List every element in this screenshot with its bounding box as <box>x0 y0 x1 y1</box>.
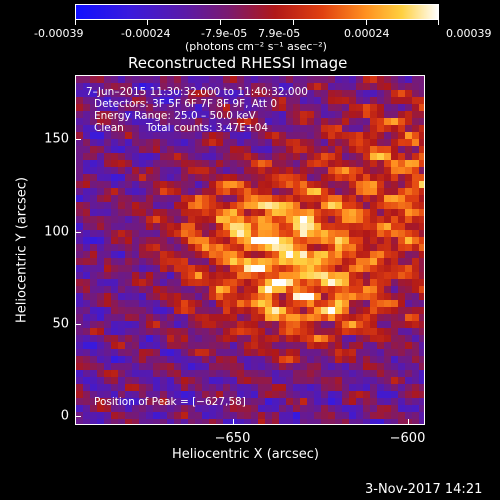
heatmap-plot-area: 7–Jun–2015 11:30:32.000 to 11:40:32.000 … <box>75 75 425 425</box>
colorbar-tick-label: -0.00039 <box>34 27 84 40</box>
colorbar-tick-label: -0.00024 <box>121 27 171 40</box>
colorbar-units-label: (photons cm⁻² s⁻¹ asec⁻²) <box>185 40 327 53</box>
chart-title: Reconstructed RHESSI Image <box>128 54 348 72</box>
x-tick <box>407 419 409 425</box>
plot-timestamp: 3-Nov-2017 14:21 <box>365 482 483 497</box>
method-annotation: Clean <box>94 122 124 134</box>
colorbar-tick <box>75 20 76 25</box>
y-tick-label: 50 <box>52 316 69 332</box>
colorbar-tick <box>366 20 367 25</box>
y-axis-label: Heliocentric Y (arcsec) <box>14 177 30 323</box>
colorbar-tick-label: 7.9e-05 <box>258 27 301 40</box>
y-tick <box>75 231 81 233</box>
colorbar-tick <box>293 20 294 25</box>
detectors-annotation: Detectors: 3F 5F 6F 7F 8F 9F, Att 0 <box>94 98 278 110</box>
colorbar-tick-label: 0.00039 <box>446 27 492 40</box>
x-axis-label: Heliocentric X (arcsec) <box>172 447 319 462</box>
x-tick-label: −650 <box>214 431 251 446</box>
heatmap-image <box>76 76 424 424</box>
x-tick-label: −600 <box>389 431 426 446</box>
y-tick-label: 0 <box>60 408 69 424</box>
colorbar <box>75 4 439 20</box>
y-tick <box>75 415 81 417</box>
y-tick <box>75 323 81 325</box>
colorbar-tick-label: -7.9e-05 <box>201 27 248 40</box>
y-tick-label: 100 <box>44 224 69 240</box>
energy-annotation: Energy Range: 25.0 – 50.0 keV <box>94 110 256 122</box>
colorbar-tick-label: 0.00024 <box>344 27 390 40</box>
peak-annotation: Position of Peak = [−627,58] <box>94 396 246 408</box>
colorbar-tick <box>220 20 221 25</box>
time-range-annotation: 7–Jun–2015 11:30:32.000 to 11:40:32.000 <box>86 86 308 98</box>
colorbar-tick <box>438 20 439 25</box>
y-tick <box>75 139 81 141</box>
y-tick-label: 150 <box>44 131 69 147</box>
x-tick <box>232 419 234 425</box>
colorbar-tick <box>147 20 148 25</box>
colorbar-gradient <box>76 5 438 19</box>
counts-annotation: Total counts: 3.47E+04 <box>146 122 269 134</box>
